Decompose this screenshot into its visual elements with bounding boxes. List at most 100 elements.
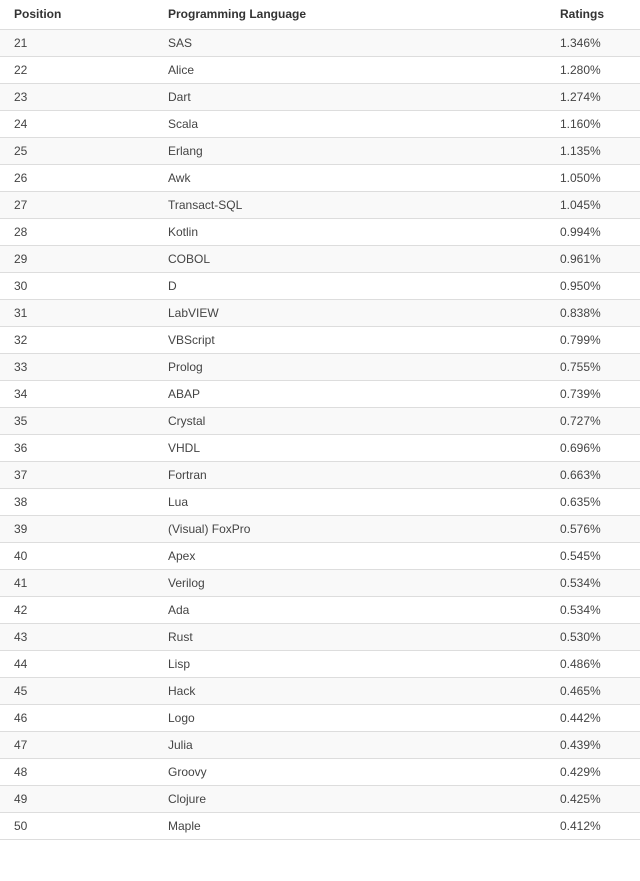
table-row: 40 Apex 0.545% <box>0 542 640 570</box>
table-row: 34 ABAP 0.739% <box>0 380 640 408</box>
rating-cell: 1.050% <box>560 164 640 192</box>
language-cell: Fortran <box>168 461 560 489</box>
position-cell: 45 <box>0 677 168 705</box>
table-row: 30 D 0.950% <box>0 272 640 300</box>
position-cell: 36 <box>0 434 168 462</box>
position-cell: 44 <box>0 650 168 678</box>
header-language: Programming Language <box>168 0 560 30</box>
table-row: 50 Maple 0.412% <box>0 812 640 840</box>
position-cell: 47 <box>0 731 168 759</box>
table-row: 38 Lua 0.635% <box>0 488 640 516</box>
language-cell: Erlang <box>168 137 560 165</box>
position-cell: 43 <box>0 623 168 651</box>
rating-cell: 1.160% <box>560 110 640 138</box>
table-row: 27 Transact-SQL 1.045% <box>0 191 640 219</box>
table-row: 33 Prolog 0.755% <box>0 353 640 381</box>
position-cell: 30 <box>0 272 168 300</box>
language-cell: Logo <box>168 704 560 732</box>
rating-cell: 0.755% <box>560 353 640 381</box>
table-row: 44 Lisp 0.486% <box>0 650 640 678</box>
rating-cell: 0.576% <box>560 515 640 543</box>
language-cell: Ada <box>168 596 560 624</box>
language-cell: Transact-SQL <box>168 191 560 219</box>
language-cell: ABAP <box>168 380 560 408</box>
position-cell: 39 <box>0 515 168 543</box>
table-row: 45 Hack 0.465% <box>0 677 640 705</box>
language-cell: Hack <box>168 677 560 705</box>
position-cell: 26 <box>0 164 168 192</box>
rating-cell: 0.442% <box>560 704 640 732</box>
language-cell: Lua <box>168 488 560 516</box>
table-row: 42 Ada 0.534% <box>0 596 640 624</box>
position-cell: 27 <box>0 191 168 219</box>
table-body: 21 SAS 1.346% 22 Alice 1.280% 23 Dart 1.274% 24 Sc… <box>0 29 640 840</box>
position-cell: 31 <box>0 299 168 327</box>
table-row: 31 LabVIEW 0.838% <box>0 299 640 327</box>
language-cell: Clojure <box>168 785 560 813</box>
rating-cell: 0.727% <box>560 407 640 435</box>
header-ratings: Ratings <box>560 0 640 30</box>
position-cell: 21 <box>0 29 168 57</box>
rating-cell: 1.274% <box>560 83 640 111</box>
ratings-table: Position Programming Language Ratings 21… <box>0 0 640 840</box>
language-cell: D <box>168 272 560 300</box>
language-cell: Prolog <box>168 353 560 381</box>
rating-cell: 0.534% <box>560 596 640 624</box>
language-cell: Rust <box>168 623 560 651</box>
rating-cell: 0.739% <box>560 380 640 408</box>
position-cell: 24 <box>0 110 168 138</box>
position-cell: 22 <box>0 56 168 84</box>
rating-cell: 0.439% <box>560 731 640 759</box>
rating-cell: 1.045% <box>560 191 640 219</box>
language-cell: Julia <box>168 731 560 759</box>
rating-cell: 0.696% <box>560 434 640 462</box>
rating-cell: 1.280% <box>560 56 640 84</box>
table-row: 25 Erlang 1.135% <box>0 137 640 165</box>
rating-cell: 1.346% <box>560 29 640 57</box>
table-row: 22 Alice 1.280% <box>0 56 640 84</box>
table-row: 46 Logo 0.442% <box>0 704 640 732</box>
rating-cell: 0.465% <box>560 677 640 705</box>
rating-cell: 0.425% <box>560 785 640 813</box>
position-cell: 32 <box>0 326 168 354</box>
language-cell: Scala <box>168 110 560 138</box>
table-row: 41 Verilog 0.534% <box>0 569 640 597</box>
header-position: Position <box>0 0 168 30</box>
rating-cell: 0.994% <box>560 218 640 246</box>
language-cell: Lisp <box>168 650 560 678</box>
language-cell: Maple <box>168 812 560 840</box>
table-row: 49 Clojure 0.425% <box>0 785 640 813</box>
position-cell: 23 <box>0 83 168 111</box>
rating-cell: 1.135% <box>560 137 640 165</box>
position-cell: 48 <box>0 758 168 786</box>
table-row: 29 COBOL 0.961% <box>0 245 640 273</box>
language-cell: Kotlin <box>168 218 560 246</box>
rating-cell: 0.635% <box>560 488 640 516</box>
rating-cell: 0.950% <box>560 272 640 300</box>
language-cell: Alice <box>168 56 560 84</box>
rating-cell: 0.429% <box>560 758 640 786</box>
language-cell: Apex <box>168 542 560 570</box>
language-cell: Verilog <box>168 569 560 597</box>
position-cell: 46 <box>0 704 168 732</box>
table-row: 24 Scala 1.160% <box>0 110 640 138</box>
table-row: 39 (Visual) FoxPro 0.576% <box>0 515 640 543</box>
language-cell: LabVIEW <box>168 299 560 327</box>
language-cell: SAS <box>168 29 560 57</box>
language-cell: COBOL <box>168 245 560 273</box>
position-cell: 40 <box>0 542 168 570</box>
position-cell: 34 <box>0 380 168 408</box>
table-row: 36 VHDL 0.696% <box>0 434 640 462</box>
table-row: 26 Awk 1.050% <box>0 164 640 192</box>
position-cell: 41 <box>0 569 168 597</box>
language-cell: Crystal <box>168 407 560 435</box>
language-cell: Dart <box>168 83 560 111</box>
table-row: 48 Groovy 0.429% <box>0 758 640 786</box>
rating-cell: 0.534% <box>560 569 640 597</box>
position-cell: 37 <box>0 461 168 489</box>
position-cell: 49 <box>0 785 168 813</box>
position-cell: 28 <box>0 218 168 246</box>
rating-cell: 0.412% <box>560 812 640 840</box>
language-cell: (Visual) FoxPro <box>168 515 560 543</box>
language-cell: Groovy <box>168 758 560 786</box>
